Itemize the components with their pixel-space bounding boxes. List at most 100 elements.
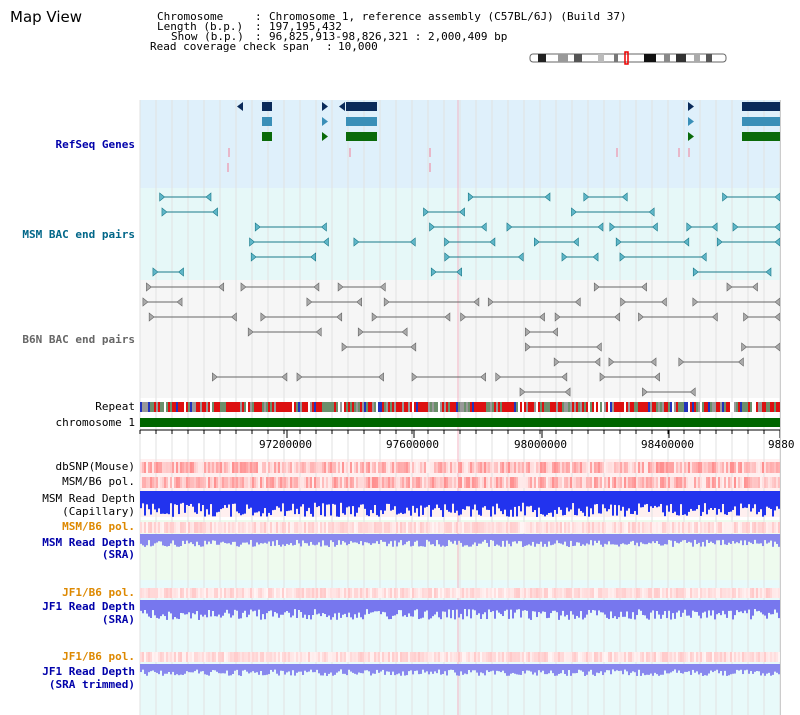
jf1-b6-pol-2-cell [172, 652, 174, 662]
msm-depth-capillary-bar [580, 491, 582, 512]
jf1-b6-pol-cell [300, 588, 302, 598]
dbsnp-cell [726, 462, 728, 473]
jf1-depth-trim-bar [422, 664, 424, 670]
repeat-cell [228, 402, 230, 412]
jf1-b6-pol-cell [202, 588, 204, 598]
dbsnp-cell [514, 462, 516, 473]
chromosome-ideogram[interactable] [528, 51, 730, 65]
jf1-b6-pol-cell [198, 588, 200, 598]
msm-b6-pol-2-cell [570, 522, 572, 533]
jf1-b6-pol-cell [628, 588, 630, 598]
msm-depth-sra-bar [532, 534, 534, 542]
track-label-refseq-genes[interactable]: RefSeq Genes [55, 138, 135, 151]
msm-b6-pol-cell [358, 477, 360, 488]
msm-b6-pol-cell [434, 477, 436, 488]
jf1-b6-pol-cell [760, 588, 762, 598]
jf1-b6-pol-cell [640, 588, 642, 598]
msm-depth-capillary-bar [246, 491, 248, 505]
jf1-depth-sra-bar [566, 600, 568, 615]
jf1-depth-trim-bar [282, 664, 284, 671]
msm-depth-sra-bar [660, 534, 662, 546]
repeat-cell [588, 402, 590, 412]
jf1-b6-pol-cell [432, 588, 434, 598]
refseq-arrow [688, 117, 694, 126]
msm-b6-pol-cell [462, 477, 464, 488]
jf1-b6-pol-2-cell [144, 652, 146, 662]
msm-b6-pol-2-cell [776, 522, 778, 533]
jf1-b6-pol-cell [602, 588, 604, 598]
jf1-b6-pol-2-cell [666, 652, 668, 662]
msm-b6-pol-2-cell [398, 522, 400, 533]
jf1-depth-sra-bar [752, 600, 754, 616]
jf1-depth-trim-bar [194, 664, 196, 672]
msm-depth-sra-bar [280, 534, 282, 547]
b6n-bac-end [660, 297, 667, 307]
jf1-b6-pol-cell [212, 588, 214, 598]
msm-b6-pol-2-cell [536, 522, 538, 533]
jf1-b6-pol-2-cell [522, 652, 524, 662]
dbsnp-cell [478, 462, 480, 473]
msm-b6-pol-cell [148, 477, 150, 488]
jf1-depth-trim-bar [362, 664, 364, 674]
jf1-depth-trim-bar [298, 664, 300, 672]
msm-b6-pol-2-cell [358, 522, 360, 533]
repeat-cell [350, 402, 352, 412]
jf1-b6-pol-cell [496, 588, 498, 598]
msm-b6-pol-2-cell [374, 522, 376, 533]
repeat-cell [360, 402, 362, 412]
msm-b6-pol-2-cell [636, 522, 638, 533]
dbsnp-cell [310, 462, 312, 473]
msm-b6-pol-2-cell [450, 522, 452, 533]
refseq-gene-exon [262, 117, 272, 126]
jf1-b6-pol-2-cell [728, 652, 730, 662]
b6n-bac-end [473, 297, 480, 307]
b6n-bac-end [142, 297, 149, 307]
track-label-b6n-bac[interactable]: B6N BAC end pairs [22, 333, 135, 346]
dbsnp-cell [620, 462, 622, 473]
repeat-cell [716, 402, 718, 412]
dbsnp-cell [770, 462, 772, 473]
repeat-cell [422, 402, 424, 412]
jf1-depth-trim-bar [586, 664, 588, 675]
jf1-b6-pol-2-cell [668, 652, 670, 662]
jf1-b6-pol-2-cell [414, 652, 416, 662]
jf1-b6-pol-cell [686, 588, 688, 598]
jf1-b6-pol-cell [280, 588, 282, 598]
msm-depth-capillary-bar [384, 491, 386, 511]
chromosome-bar[interactable] [140, 418, 780, 427]
jf1-b6-pol-2-cell [332, 652, 334, 662]
msm-b6-pol-2-cell [198, 522, 200, 533]
msm-depth-sra-bar [702, 534, 704, 542]
jf1-b6-pol-cell [218, 588, 220, 598]
repeat-cell [352, 402, 354, 412]
msm-depth-capillary-bar [504, 491, 506, 510]
repeat-cell [550, 402, 552, 412]
repeat-cell [576, 402, 578, 412]
jf1-depth-sra-bar [222, 600, 224, 616]
jf1-depth-trim-bar [572, 664, 574, 674]
msm-depth-sra-bar [632, 534, 634, 541]
msm-b6-pol-cell [292, 477, 294, 488]
jf1-depth-trim-bar [166, 664, 168, 674]
jf1-b6-pol-cell [578, 588, 580, 598]
jf1-b6-pol-2-cell [722, 652, 724, 662]
msm-b6-pol-cell [716, 477, 718, 488]
dbsnp-cell [206, 462, 208, 473]
jf1-b6-pol-2-cell [400, 652, 402, 662]
dbsnp-cell [610, 462, 612, 473]
dbsnp-cell [318, 462, 320, 473]
jf1-depth-trim-bar [772, 664, 774, 675]
msm-bac-end [609, 222, 616, 232]
msm-b6-pol-2-cell [166, 522, 168, 533]
msm-b6-pol-2-cell [178, 522, 180, 533]
msm-depth-sra-bar [704, 534, 706, 547]
msm-depth-sra-bar [372, 534, 374, 544]
repeat-cell [574, 402, 576, 412]
msm-depth-sra-bar [496, 534, 498, 545]
track-label-msm-bac[interactable]: MSM BAC end pairs [22, 228, 135, 241]
